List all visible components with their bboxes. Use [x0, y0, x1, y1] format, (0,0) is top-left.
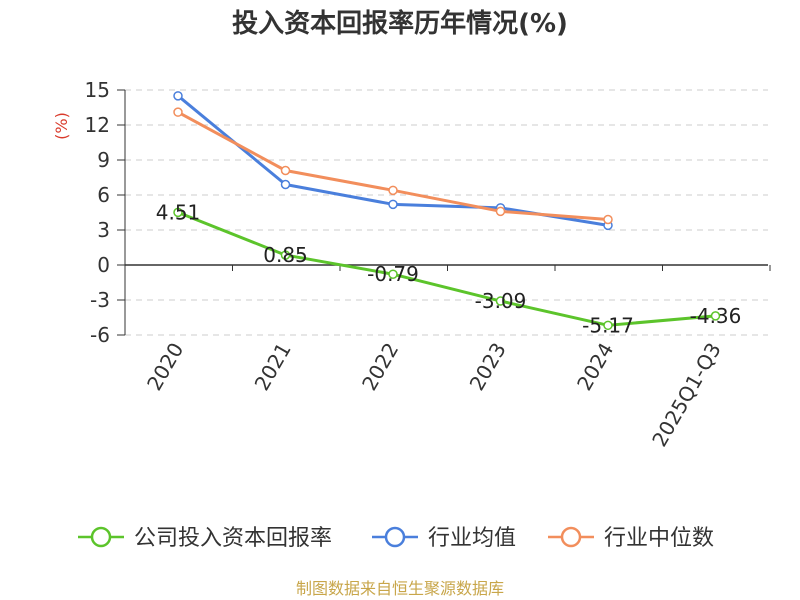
data-point [388, 199, 398, 210]
data-label: -3.09 [475, 289, 527, 313]
data-label: -5.17 [582, 313, 634, 337]
x-axis: 2020 2021 2022 2023 2024 2025Q1-Q3 [124, 264, 771, 451]
data-point [603, 320, 613, 331]
data-point [603, 214, 613, 225]
y-tick-label: 3 [97, 218, 110, 242]
chart-title: 投入资本回报率历年情况(%) [232, 8, 568, 39]
y-tick-label: 0 [97, 253, 110, 277]
data-point [388, 185, 398, 196]
x-tick-label: 2022 [357, 339, 403, 395]
y-tick-label: 6 [97, 183, 110, 207]
legend-marker [384, 526, 406, 548]
legend-label: 公司投入资本回报率 [134, 526, 332, 551]
data-point [280, 179, 291, 190]
data-label: 0.85 [263, 243, 308, 267]
data-point [280, 250, 291, 260]
x-tick-label: 2020 [142, 339, 188, 395]
x-tick-label: 2024 [572, 339, 618, 395]
data-point [173, 207, 183, 218]
y-tick-label: 9 [97, 148, 110, 172]
data-point [495, 296, 506, 306]
data-labels: 4.51 0.85 -0.79 -3.09 -5.17 -4.36 [156, 200, 742, 337]
series-line-0 [177, 210, 716, 327]
data-label: -4.36 [690, 304, 742, 328]
data-point [388, 269, 398, 279]
source-note: 制图数据来自恒生聚源数据库 [296, 579, 504, 598]
data-point [173, 107, 183, 117]
y-axis-label: (%) [52, 112, 71, 140]
y-tick-label: 15 [85, 78, 110, 102]
series-lines [173, 91, 721, 331]
data-label: -0.79 [367, 262, 419, 286]
data-point [280, 165, 291, 176]
data-point [173, 91, 183, 101]
data-point [495, 206, 506, 217]
legend-label: 行业均值 [428, 526, 516, 551]
legend: 公司投入资本回报率 行业均值 行业中位数 [78, 526, 714, 551]
x-tick-label: 2023 [465, 339, 511, 395]
x-tick-label: 2025Q1-Q3 [647, 339, 726, 451]
x-tick-label: 2021 [250, 339, 296, 395]
y-tick-label: -6 [90, 323, 110, 347]
legend-marker [560, 526, 582, 548]
grid-lines [125, 89, 768, 336]
y-tick-label: -3 [90, 288, 110, 312]
data-label: 4.51 [156, 200, 201, 224]
y-tick-label: 12 [85, 113, 110, 137]
y-axis-ticks: 15 12 9 6 3 0 -3 -6 [85, 78, 126, 347]
legend-label: 行业中位数 [604, 526, 714, 551]
legend-marker [90, 526, 112, 548]
data-point [710, 311, 721, 321]
